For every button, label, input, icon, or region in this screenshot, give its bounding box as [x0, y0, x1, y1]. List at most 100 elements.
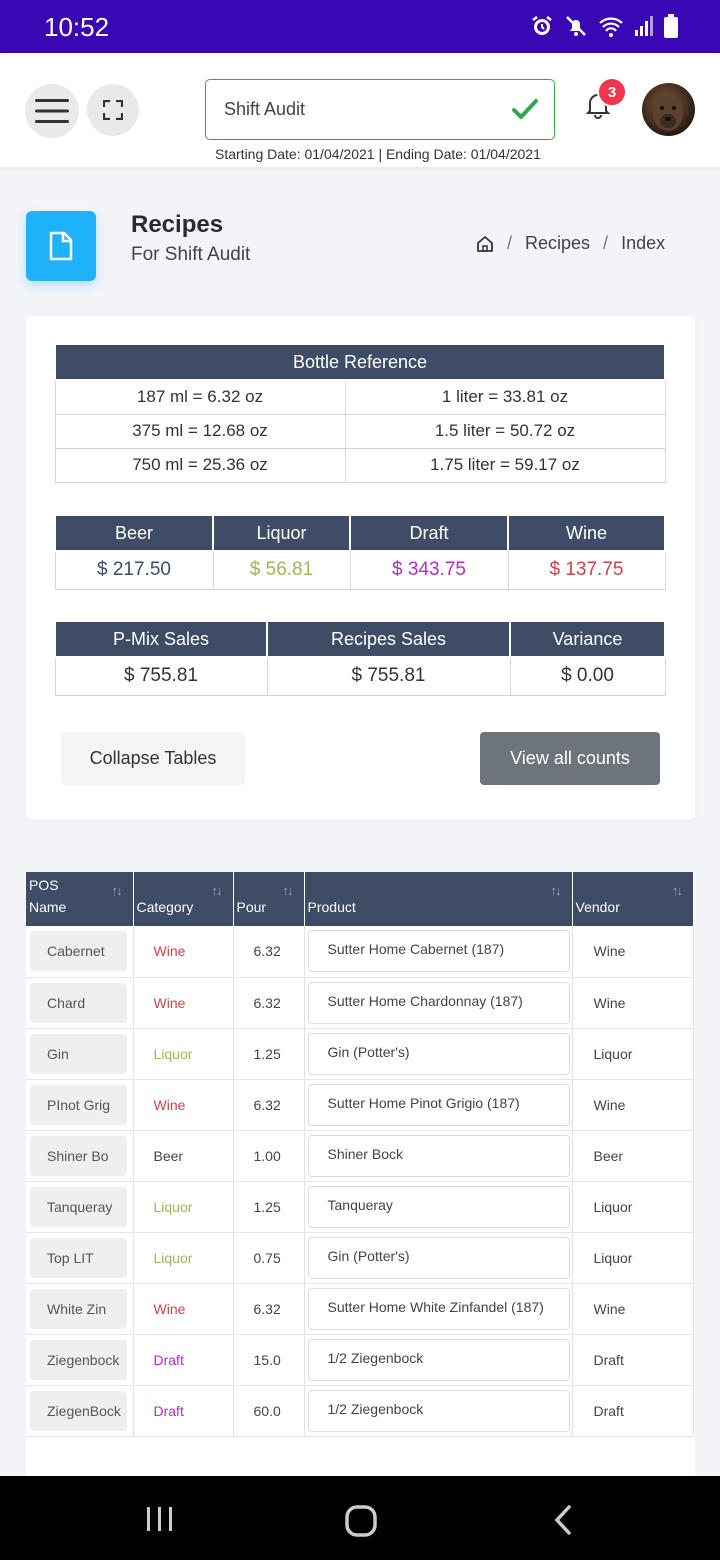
pos-name-field[interactable]: Top LIT: [30, 1237, 127, 1278]
recipes-sales-header: Recipes Sales: [266, 620, 511, 658]
status-time: 10:52: [44, 12, 110, 42]
draft-total: $ 343.75: [349, 550, 509, 590]
wifi-icon: [598, 14, 624, 43]
category-cell: Beer: [133, 1130, 234, 1182]
vendor-cell: Liquor: [572, 1028, 694, 1080]
table-row[interactable]: Ziegenbock Draft 15.0 1/2 Ziegenbock Draft: [26, 1334, 694, 1386]
table-row[interactable]: Top LIT Liquor 0.75 Gin (Potter's) Liquor: [26, 1232, 694, 1284]
menu-button[interactable]: [25, 84, 79, 138]
product-select[interactable]: 1/2 Ziegenbock: [307, 1338, 570, 1381]
recent-apps-icon[interactable]: [145, 1505, 175, 1533]
category-cell: Draft: [133, 1334, 234, 1386]
pour-cell: 6.32: [233, 926, 305, 978]
audit-dates: Starting Date: 01/04/2021 | Ending Date:…: [215, 146, 541, 162]
product-select[interactable]: Gin (Potter's): [307, 1032, 570, 1075]
document-icon: [49, 231, 73, 261]
recipes-table-container[interactable]: POS Name ↑↓ Category ↑↓ Pour ↑↓ Product ↑↓ V…: [26, 872, 695, 1476]
product-cell: Sutter Home Chardonnay (187): [304, 977, 573, 1029]
col-pos-name[interactable]: POS Name ↑↓: [26, 872, 134, 926]
pos-name-field[interactable]: Chard: [30, 982, 127, 1023]
pos-name-field[interactable]: ZiegenBock: [30, 1390, 127, 1431]
pos-name-field[interactable]: Tanqueray: [30, 1186, 127, 1227]
table-row[interactable]: PInot Grig Wine 6.32 Sutter Home Pinot Grig…: [26, 1079, 694, 1131]
home-nav-icon[interactable]: [344, 1504, 378, 1538]
table-row[interactable]: Tanqueray Liquor 1.25 Tanqueray Liquor: [26, 1181, 694, 1233]
sort-icon[interactable]: ↑↓: [672, 883, 683, 898]
product-select[interactable]: Sutter Home White Zinfandel (187): [307, 1287, 570, 1330]
mute-icon: [564, 14, 588, 43]
vendor-cell: Draft: [572, 1385, 694, 1437]
pos-name-field[interactable]: Gin: [30, 1033, 127, 1074]
bottle-cell: 1 liter = 33.81 oz: [344, 379, 666, 415]
category-cell: Liquor: [133, 1181, 234, 1233]
pos-cell: Cabernet: [26, 926, 134, 978]
page-title: Recipes: [131, 211, 224, 238]
pos-cell: PInot Grig: [26, 1079, 134, 1131]
product-select[interactable]: Tanqueray: [307, 1185, 570, 1228]
col-vendor[interactable]: Vendor ↑↓: [572, 872, 694, 926]
table-row[interactable]: Cabernet Wine 6.32 Sutter Home Cabernet (18…: [26, 926, 694, 978]
pour-cell: 6.32: [233, 1079, 305, 1131]
sort-icon[interactable]: ↑↓: [211, 883, 223, 898]
breadcrumb: / Recipes / Index: [476, 233, 665, 254]
breadcrumb-recipes[interactable]: Recipes: [525, 233, 591, 253]
wine-total: $ 137.75: [507, 550, 666, 590]
audit-label: Shift Audit: [224, 99, 306, 119]
table-row[interactable]: Chard Wine 6.32 Sutter Home Chardonnay (187…: [26, 977, 694, 1029]
col-product[interactable]: Product ↑↓: [304, 872, 573, 926]
category-cell: Wine: [133, 977, 234, 1029]
table-row[interactable]: White Zin Wine 6.32 Sutter Home White Zinfa…: [26, 1283, 694, 1335]
pour-cell: 15.0: [233, 1334, 305, 1386]
back-icon[interactable]: [552, 1504, 574, 1536]
vendor-cell: Liquor: [572, 1232, 694, 1284]
variance-header: Variance: [509, 620, 666, 658]
product-select[interactable]: Sutter Home Chardonnay (187): [307, 981, 570, 1024]
sort-icon[interactable]: ↑↓: [111, 883, 123, 898]
avatar[interactable]: [642, 83, 695, 136]
col-pour[interactable]: Pour ↑↓: [233, 872, 305, 926]
view-all-counts-button[interactable]: View all counts: [480, 732, 660, 785]
bottle-reference-title: Bottle Reference: [54, 343, 666, 381]
vendor-cell: Beer: [572, 1130, 694, 1182]
category-header-beer: Beer: [54, 514, 214, 552]
product-cell: 1/2 Ziegenbock: [304, 1385, 573, 1437]
table-row[interactable]: ZiegenBock Draft 60.0 1/2 Ziegenbock Draft: [26, 1385, 694, 1437]
product-select[interactable]: Sutter Home Cabernet (187): [307, 930, 570, 973]
pos-cell: Top LIT: [26, 1232, 134, 1284]
pos-name-field[interactable]: Ziegenbock: [30, 1339, 127, 1380]
table-row[interactable]: Shiner Bo Beer 1.00 Shiner Bock Beer: [26, 1130, 694, 1182]
table-row[interactable]: Gin Liquor 1.25 Gin (Potter's) Liquor: [26, 1028, 694, 1080]
pos-name-field[interactable]: White Zin: [30, 1288, 127, 1329]
beer-total: $ 217.50: [54, 550, 214, 590]
home-icon[interactable]: [476, 235, 494, 253]
page-subtitle: For Shift Audit: [131, 244, 251, 265]
pos-name-field[interactable]: Shiner Bo: [30, 1135, 127, 1176]
pour-cell: 6.32: [233, 977, 305, 1029]
pos-name-field[interactable]: Cabernet: [30, 931, 127, 972]
product-select[interactable]: 1/2 Ziegenbock: [307, 1389, 570, 1432]
product-select[interactable]: Sutter Home Pinot Grigio (187): [307, 1083, 570, 1126]
recipes-table-body: Cabernet Wine 6.32 Sutter Home Cabernet (18…: [26, 926, 694, 1437]
pos-name-field[interactable]: PInot Grig: [30, 1084, 127, 1125]
product-cell: Sutter Home Cabernet (187): [304, 926, 573, 978]
pmix-sales-header: P-Mix Sales: [54, 620, 268, 658]
pos-cell: ZiegenBock: [26, 1385, 134, 1437]
variance-value: $ 0.00: [509, 656, 666, 696]
app-header: Shift Audit Starting Date: 01/04/2021 | …: [0, 53, 720, 167]
alarm-icon: [530, 14, 554, 43]
product-cell: 1/2 Ziegenbock: [304, 1334, 573, 1386]
bottle-cell: 375 ml = 12.68 oz: [54, 413, 346, 449]
product-cell: Gin (Potter's): [304, 1232, 573, 1284]
sort-icon[interactable]: ↑↓: [282, 883, 294, 898]
product-cell: Shiner Bock: [304, 1130, 573, 1182]
product-select[interactable]: Shiner Bock: [307, 1134, 570, 1177]
breadcrumb-index: Index: [621, 233, 666, 253]
collapse-tables-button[interactable]: Collapse Tables: [61, 732, 245, 785]
col-category[interactable]: Category ↑↓: [133, 872, 234, 926]
audit-selector[interactable]: Shift Audit: [205, 79, 555, 140]
sort-icon[interactable]: ↑↓: [550, 883, 562, 898]
fullscreen-button[interactable]: [87, 84, 139, 136]
hamburger-icon: [35, 99, 69, 123]
product-select[interactable]: Gin (Potter's): [307, 1236, 570, 1279]
pour-cell: 1.00: [233, 1130, 305, 1182]
